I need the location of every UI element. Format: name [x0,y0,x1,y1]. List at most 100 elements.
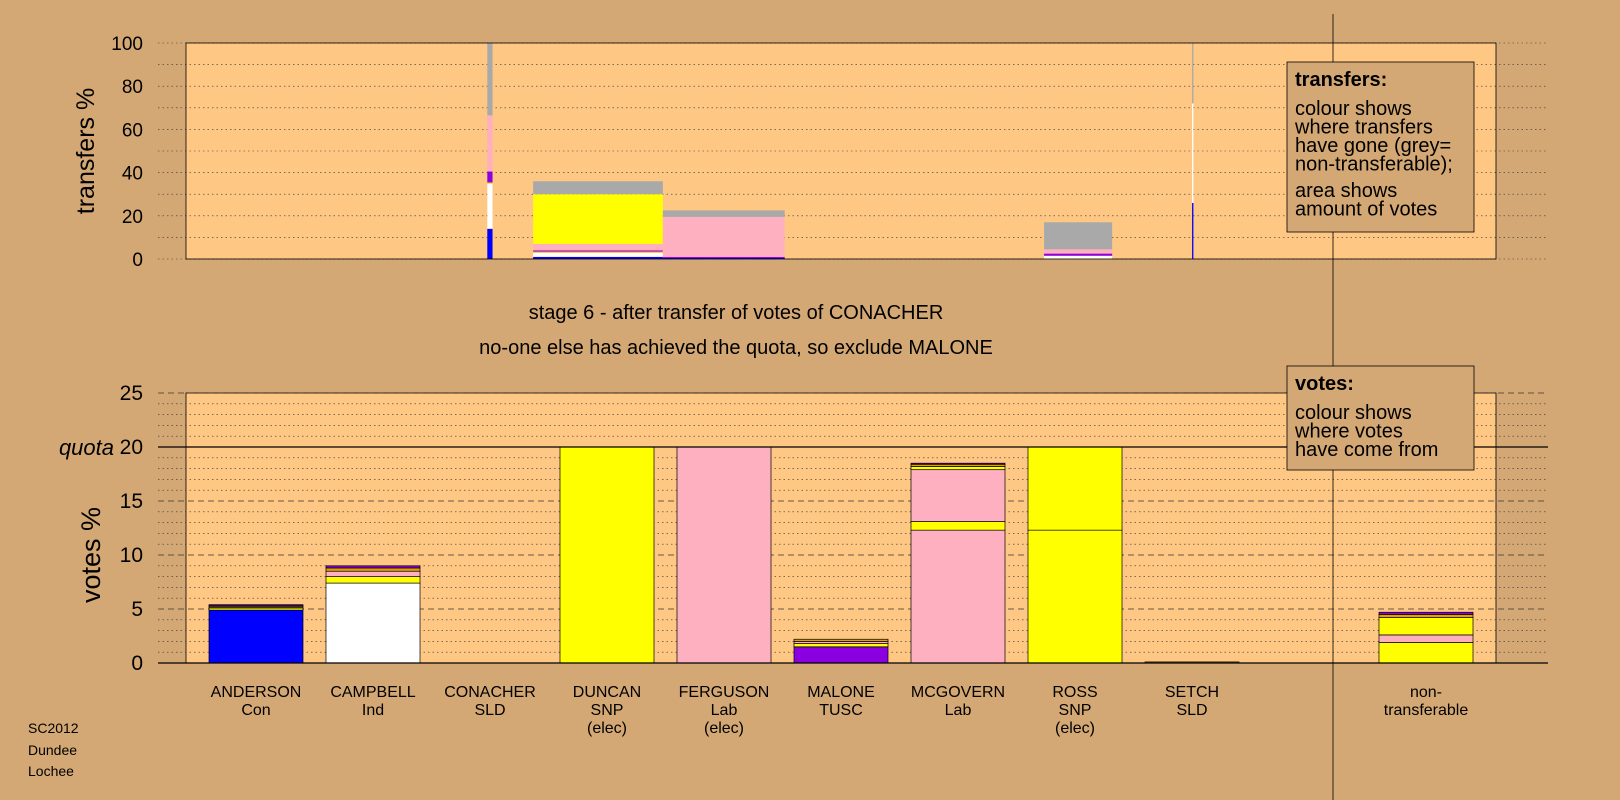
transfers-plot-frame [185,42,1497,260]
quota-label: quota [59,435,114,460]
candidate-label-line: FERGUSON [679,684,770,701]
transfer-segment [662,256,785,258]
transfers-plot-area [186,43,1496,259]
vote-segment [1378,642,1474,664]
candidate-label-line: Ind [362,702,384,719]
transfer-segment [487,228,493,259]
transfers-y-ticks: 0 20 40 60 80 100 [111,34,143,271]
transfers-note-line: area shows [1295,180,1397,202]
footer-council: Dundee [28,741,78,758]
votes-note-line: colour shows [1295,402,1412,424]
stage-title: stage 6 - after transfer of votes of CON… [529,302,944,324]
transfers-tick-label: 60 [122,120,143,141]
vote-segment [1378,634,1474,643]
vote-segment [1027,446,1123,531]
votes-note-heading: votes: [1295,373,1354,395]
vote-segment [910,521,1006,531]
transfer-segment [487,115,493,172]
votes-y-axis-label: votes % [76,507,106,603]
transfer-segment [1192,103,1194,203]
vote-segment [676,446,772,664]
transfer-segment [487,182,493,184]
transfer-segment [533,256,663,259]
transfer-segment [533,181,663,195]
transfers-note-line: amount of votes [1295,199,1437,221]
transfer-segment [533,194,663,244]
transfers-note-frame [1286,61,1475,233]
vote-segment [325,576,421,584]
candidate-label-line: (elec) [704,720,744,737]
transfer-segment [1192,43,1194,104]
candidate-label-line: CONACHER [444,684,536,701]
transfers-bars [487,43,1194,259]
candidate-label-line: non- [1410,684,1442,701]
vote-segment [910,469,1006,522]
transfers-note-heading: transfers: [1295,69,1387,91]
transfer-segment [662,210,785,217]
candidate-label-line: Lab [945,702,972,719]
transfer-segment [1044,253,1113,256]
candidate-label-line: SNP [1059,702,1092,719]
transfer-segment [533,250,663,252]
transfer-segment [1044,249,1113,254]
transfer-segment [1192,202,1194,259]
transfers-note-line: where transfers [1294,117,1433,139]
transfer-segment [487,43,493,116]
transfers-note-line: have gone (grey= [1295,135,1451,157]
votes-tick-label: 15 [120,490,143,513]
transfers-panel: 0 20 40 60 80 100 transfers % [72,34,1548,271]
votes-note-line: have come from [1295,439,1438,461]
candidate-label-line: SETCH [1165,684,1219,701]
votes-tick-label: 20 [120,436,143,459]
candidate-label-line: Con [241,702,270,719]
vote-segment [793,643,889,648]
candidate-label-line: (elec) [587,720,627,737]
candidate-label-line: MCGOVERN [911,684,1005,701]
votes-tick-label: 0 [131,652,143,675]
candidate-label-line: SLD [1176,702,1207,719]
vote-segment [1027,529,1123,664]
candidate-label-line: MALONE [807,684,875,701]
candidate-label-line: ROSS [1052,684,1097,701]
transfers-y-axis-label: transfers % [72,88,100,214]
candidate-label-line: TUSC [819,702,863,719]
transfers-note-line: colour shows [1295,98,1412,120]
transfers-tick-label: 80 [122,77,143,98]
transfer-segment [662,257,785,259]
transfer-segment [1044,222,1113,250]
candidate-label-line: transferable [1384,702,1469,719]
candidate-labels: ANDERSONConCAMPBELLIndCONACHERSLDDUNCANS… [211,684,1469,737]
transfer-segment [1044,255,1113,259]
vote-segment [910,466,1006,471]
transfer-segment [533,252,663,257]
candidate-label-line: DUNCAN [573,684,641,701]
votes-tick-label: 10 [120,544,143,567]
vote-segment [325,582,421,664]
vote-segment [1378,614,1474,618]
votes-tick-label: 5 [131,598,143,621]
candidate-label-line: SLD [474,702,505,719]
vote-segment [325,565,421,569]
transfers-tick-label: 20 [122,207,143,228]
transfer-segment [662,216,785,257]
vote-segment [325,570,421,577]
vote-segment [793,638,889,642]
transfer-segment [487,171,493,183]
transfer-segment [487,183,493,229]
vote-segment [208,609,304,664]
transfer-segment [533,243,663,251]
votes-note-line: where votes [1294,421,1403,443]
vote-segment [559,446,655,664]
vote-segment [1378,617,1474,636]
vote-segment [325,567,421,572]
stage-subtitle: no-one else has achieved the quota, so e… [479,337,993,359]
candidate-label-line: Lab [711,702,738,719]
candidate-label-line: ANDERSON [211,684,302,701]
footer-ward: Lochee [28,763,74,779]
vote-segment [1378,611,1474,615]
transfers-tick-label: 40 [122,164,143,185]
